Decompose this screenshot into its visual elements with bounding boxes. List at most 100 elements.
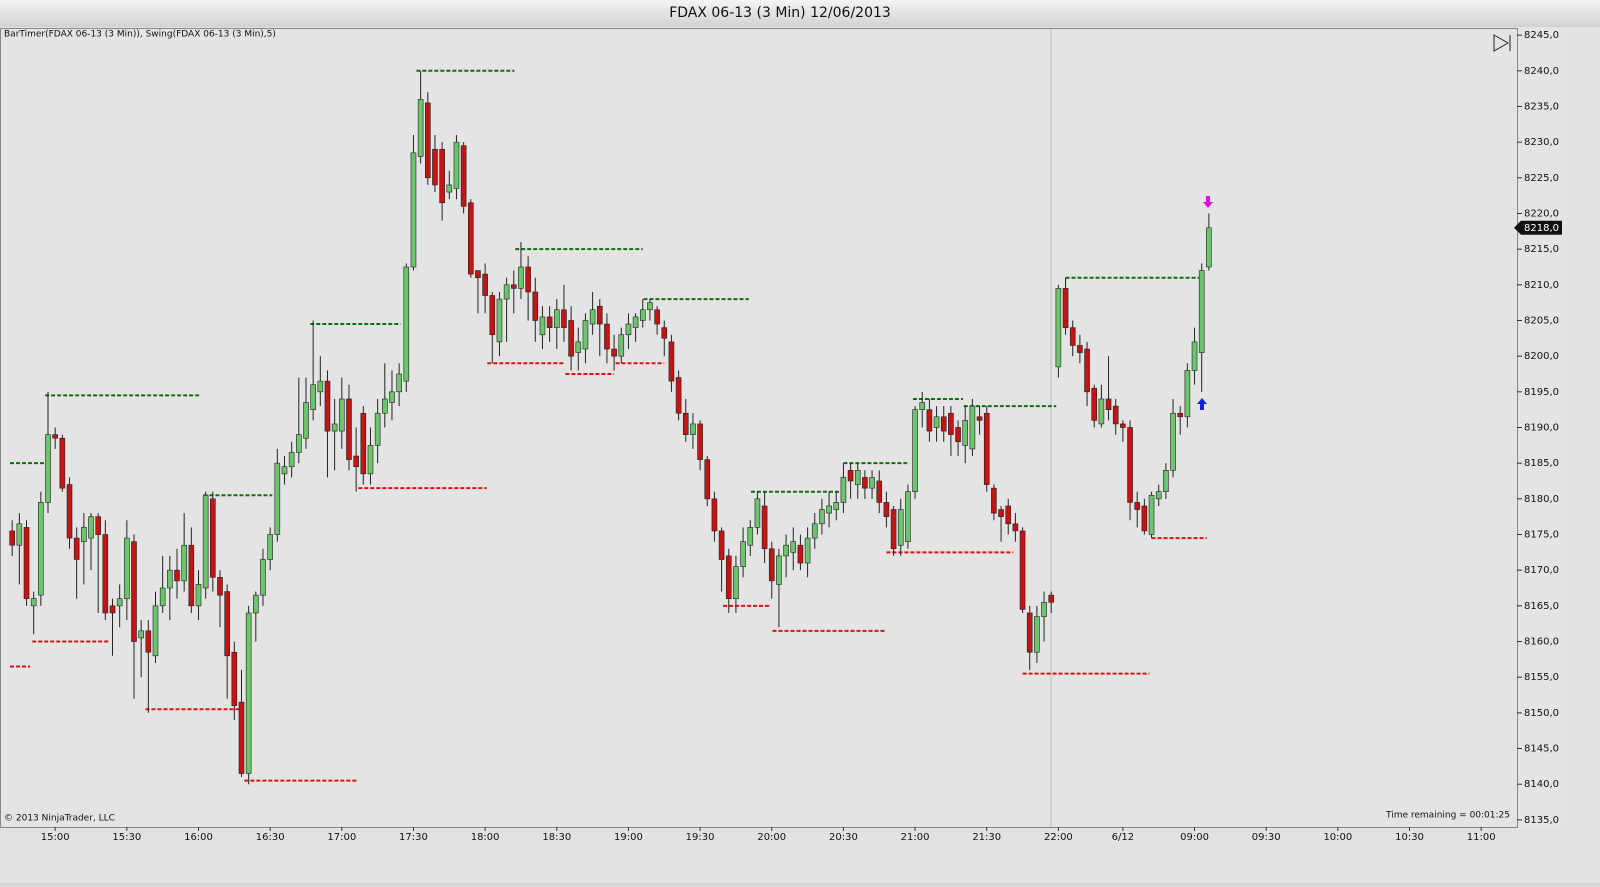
candle-body	[1048, 594, 1055, 603]
candle-body	[81, 527, 87, 542]
time-remaining: Time remaining = 00:01:25	[1385, 811, 1510, 821]
x-tick-label: 11:00	[1467, 832, 1496, 843]
x-tick-label: 16:00	[184, 832, 213, 843]
candle-body	[962, 420, 969, 446]
candle-body	[296, 434, 302, 453]
x-tick-label: 6/12	[1112, 832, 1134, 843]
candle-body	[976, 416, 983, 421]
candle-body	[711, 498, 718, 532]
candle-body	[453, 141, 460, 189]
y-tick-label: 8155,0	[1524, 672, 1559, 683]
x-tick-label: 17:00	[327, 832, 356, 843]
y-tick-label: 8175,0	[1524, 530, 1559, 541]
candle-body	[181, 544, 187, 582]
candle-body	[331, 423, 338, 432]
candle-body	[59, 437, 66, 489]
candle-body	[632, 316, 639, 328]
candle-body	[1112, 405, 1119, 425]
candle-body	[611, 348, 617, 357]
candle-body	[876, 480, 883, 503]
candle-body	[224, 591, 230, 657]
y-tick-label: 8200,0	[1524, 351, 1559, 362]
candle-body	[1005, 505, 1012, 525]
candle-body	[317, 380, 324, 393]
candle-body	[310, 384, 316, 410]
candle-body	[933, 416, 940, 428]
candle-body	[66, 484, 73, 539]
candle-body	[95, 516, 101, 535]
candle-body	[503, 284, 510, 300]
candle-body	[955, 427, 961, 443]
candle-body	[783, 544, 789, 557]
candle-body	[675, 377, 682, 414]
x-tick-label: 22:00	[1044, 832, 1073, 843]
y-tick-label: 8190,0	[1524, 423, 1559, 434]
x-tick-label: 09:30	[1252, 832, 1281, 843]
candle-body	[518, 266, 524, 289]
y-tick-label: 8230,0	[1524, 137, 1559, 148]
candle-body	[668, 341, 675, 382]
candle-body	[288, 452, 295, 468]
x-tick-label: 19:00	[614, 832, 643, 843]
candle-body	[396, 373, 402, 393]
candle-body	[424, 102, 431, 179]
candle-body	[704, 459, 711, 500]
candle-body	[303, 402, 309, 439]
copyright: © 2013 NinjaTrader, LLC	[4, 814, 115, 824]
candle-body	[460, 145, 467, 207]
candle-body	[840, 477, 847, 503]
candle-body	[367, 445, 374, 475]
candle-body	[353, 455, 359, 468]
x-tick-label: 17:30	[399, 832, 428, 843]
candle-body	[482, 273, 488, 296]
candle-body	[725, 555, 732, 600]
candle-body	[948, 412, 954, 435]
candle-body	[1155, 491, 1162, 500]
candle-body	[690, 423, 696, 435]
candle-body	[582, 320, 589, 350]
candle-body	[1084, 348, 1090, 393]
candle-body	[489, 295, 496, 336]
candle-body	[1098, 398, 1105, 425]
y-tick-label: 8185,0	[1524, 458, 1559, 469]
candle-body	[1091, 387, 1098, 421]
candle-body	[16, 523, 23, 546]
candle-body	[238, 701, 245, 774]
y-tick-label: 8240,0	[1524, 66, 1559, 77]
sell-arrow	[1203, 196, 1213, 208]
candle-body	[811, 523, 818, 539]
y-tick-label: 8195,0	[1524, 387, 1559, 398]
candle-body	[88, 516, 94, 539]
candle-body	[109, 605, 116, 614]
candle-body	[926, 409, 933, 432]
x-tick-label: 18:30	[542, 832, 571, 843]
candle-body	[1120, 423, 1126, 428]
candle-body	[854, 470, 861, 485]
candle-body	[30, 598, 37, 607]
candle-body	[446, 184, 453, 193]
candle-body	[9, 530, 15, 546]
x-tick-label: 18:00	[471, 832, 500, 843]
buy-arrow	[1197, 398, 1207, 410]
candle-body	[1019, 530, 1026, 610]
candle-body	[539, 316, 546, 336]
candle-body	[281, 466, 288, 475]
candle-body	[983, 412, 990, 485]
candle-body	[790, 541, 797, 553]
candle-body	[697, 423, 703, 460]
candle-body	[1206, 227, 1212, 268]
x-tick-label: 20:30	[829, 832, 858, 843]
candle-body	[1034, 616, 1040, 653]
candle-body	[568, 320, 574, 357]
y-tick-label: 8205,0	[1524, 315, 1559, 326]
candle-body	[897, 509, 904, 546]
y-tick-label: 8220,0	[1524, 208, 1559, 219]
scroll-end-icon[interactable]	[1493, 34, 1511, 52]
candle-body	[761, 505, 768, 550]
candle-body	[883, 502, 890, 517]
x-tick-label: 09:00	[1180, 832, 1209, 843]
candle-body	[403, 266, 410, 382]
candle-body	[1177, 412, 1184, 418]
candle-body	[1127, 427, 1133, 503]
